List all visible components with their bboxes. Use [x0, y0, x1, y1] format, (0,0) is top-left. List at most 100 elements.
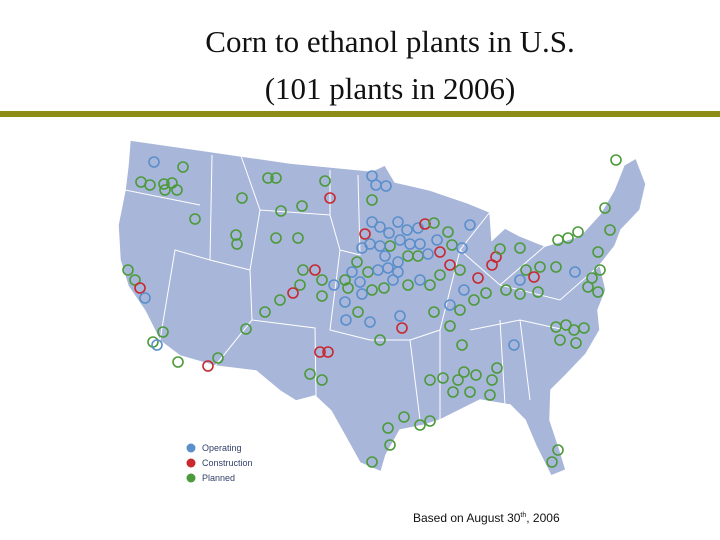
plant-marker: [394, 310, 406, 322]
plant-marker: [500, 284, 512, 296]
plant-marker: [314, 346, 326, 358]
plant-marker: [275, 205, 287, 217]
plant-marker: [472, 272, 484, 284]
plant-marker: [414, 419, 426, 431]
plant-marker: [569, 266, 581, 278]
plant-marker: [359, 228, 371, 240]
plant-marker: [172, 356, 184, 368]
plant-marker: [401, 224, 413, 236]
plant-marker: [134, 282, 146, 294]
footnote: Based on August 30th, 2006: [413, 511, 560, 525]
plant-marker: [404, 238, 416, 250]
plant-marker: [230, 229, 242, 241]
plant-marker: [189, 213, 201, 225]
plant-marker: [578, 322, 590, 334]
legend-swatch: [186, 458, 196, 468]
plant-marker: [431, 234, 443, 246]
plant-marker: [610, 154, 622, 166]
plant-marker: [456, 339, 468, 351]
plant-marker: [309, 264, 321, 276]
plant-marker: [396, 322, 408, 334]
plant-marker: [422, 248, 434, 260]
legend-swatch: [186, 473, 196, 483]
plant-marker: [122, 264, 134, 276]
plant-marker: [447, 386, 459, 398]
plant-marker: [444, 299, 456, 311]
plant-marker: [382, 262, 394, 274]
plant-marker: [552, 444, 564, 456]
plant-marker: [356, 288, 368, 300]
plant-marker: [366, 456, 378, 468]
plant-marker: [414, 274, 426, 286]
plant-marker: [452, 374, 464, 386]
plant-marker: [364, 316, 376, 328]
plant-marker: [514, 274, 526, 286]
plant-marker: [468, 294, 480, 306]
us-map: [117, 139, 647, 477]
plant-marker: [562, 232, 574, 244]
footnote-text: Based on August 30: [413, 511, 521, 525]
plant-marker: [354, 276, 366, 288]
plant-marker: [380, 180, 392, 192]
legend-label: Construction: [202, 458, 253, 468]
plant-marker: [324, 192, 336, 204]
legend: Operating Construction Planned: [186, 443, 253, 483]
title-line: (101 plants in 2006): [265, 71, 516, 106]
plant-marker: [392, 266, 404, 278]
plant-marker: [394, 234, 406, 246]
plant-marker: [316, 290, 328, 302]
plant-marker: [486, 374, 498, 386]
footnote-text: , 2006: [526, 511, 560, 525]
plant-marker: [434, 269, 446, 281]
plant-marker: [419, 218, 431, 230]
plant-marker: [212, 352, 224, 364]
plant-marker: [560, 319, 572, 331]
plant-marker: [287, 287, 299, 299]
plant-marker: [366, 216, 378, 228]
plant-marker: [342, 282, 354, 294]
plant-marker: [554, 334, 566, 346]
plant-marker: [592, 286, 604, 298]
plant-marker: [534, 261, 546, 273]
plant-markers: [122, 154, 622, 468]
plant-marker: [159, 184, 171, 196]
plant-marker: [428, 217, 440, 229]
plant-marker: [514, 288, 526, 300]
plant-marker: [328, 279, 340, 291]
plant-marker: [236, 192, 248, 204]
plant-marker: [129, 274, 141, 286]
plant-marker: [366, 284, 378, 296]
plant-marker: [292, 232, 304, 244]
plant-marker: [274, 294, 286, 306]
plant-marker: [480, 287, 492, 299]
plant-marker: [262, 172, 274, 184]
plant-marker: [392, 216, 404, 228]
plant-marker: [446, 239, 458, 251]
plant-marker: [470, 369, 482, 381]
plant-marker: [428, 306, 440, 318]
plant-marker: [550, 261, 562, 273]
plant-marker: [148, 156, 160, 168]
legend-swatch: [186, 443, 196, 453]
plant-marker: [546, 456, 558, 468]
plant-marker: [387, 274, 399, 286]
plant-marker: [508, 339, 520, 351]
plant-marker: [144, 179, 156, 191]
plant-marker: [151, 339, 163, 351]
plant-marker: [157, 326, 169, 338]
plant-marker: [240, 323, 252, 335]
plant-marker: [340, 314, 352, 326]
plant-marker: [270, 232, 282, 244]
title-rule: [0, 111, 720, 117]
plant-marker: [374, 221, 386, 233]
plant-marker: [491, 362, 503, 374]
plant-marker: [520, 264, 532, 276]
plant-marker: [604, 224, 616, 236]
plant-marker: [456, 242, 468, 254]
plant-marker: [346, 266, 358, 278]
plant-marker: [202, 360, 214, 372]
plant-marker: [319, 175, 331, 187]
plant-marker: [316, 374, 328, 386]
plant-marker: [444, 320, 456, 332]
state-borders: [124, 152, 601, 421]
